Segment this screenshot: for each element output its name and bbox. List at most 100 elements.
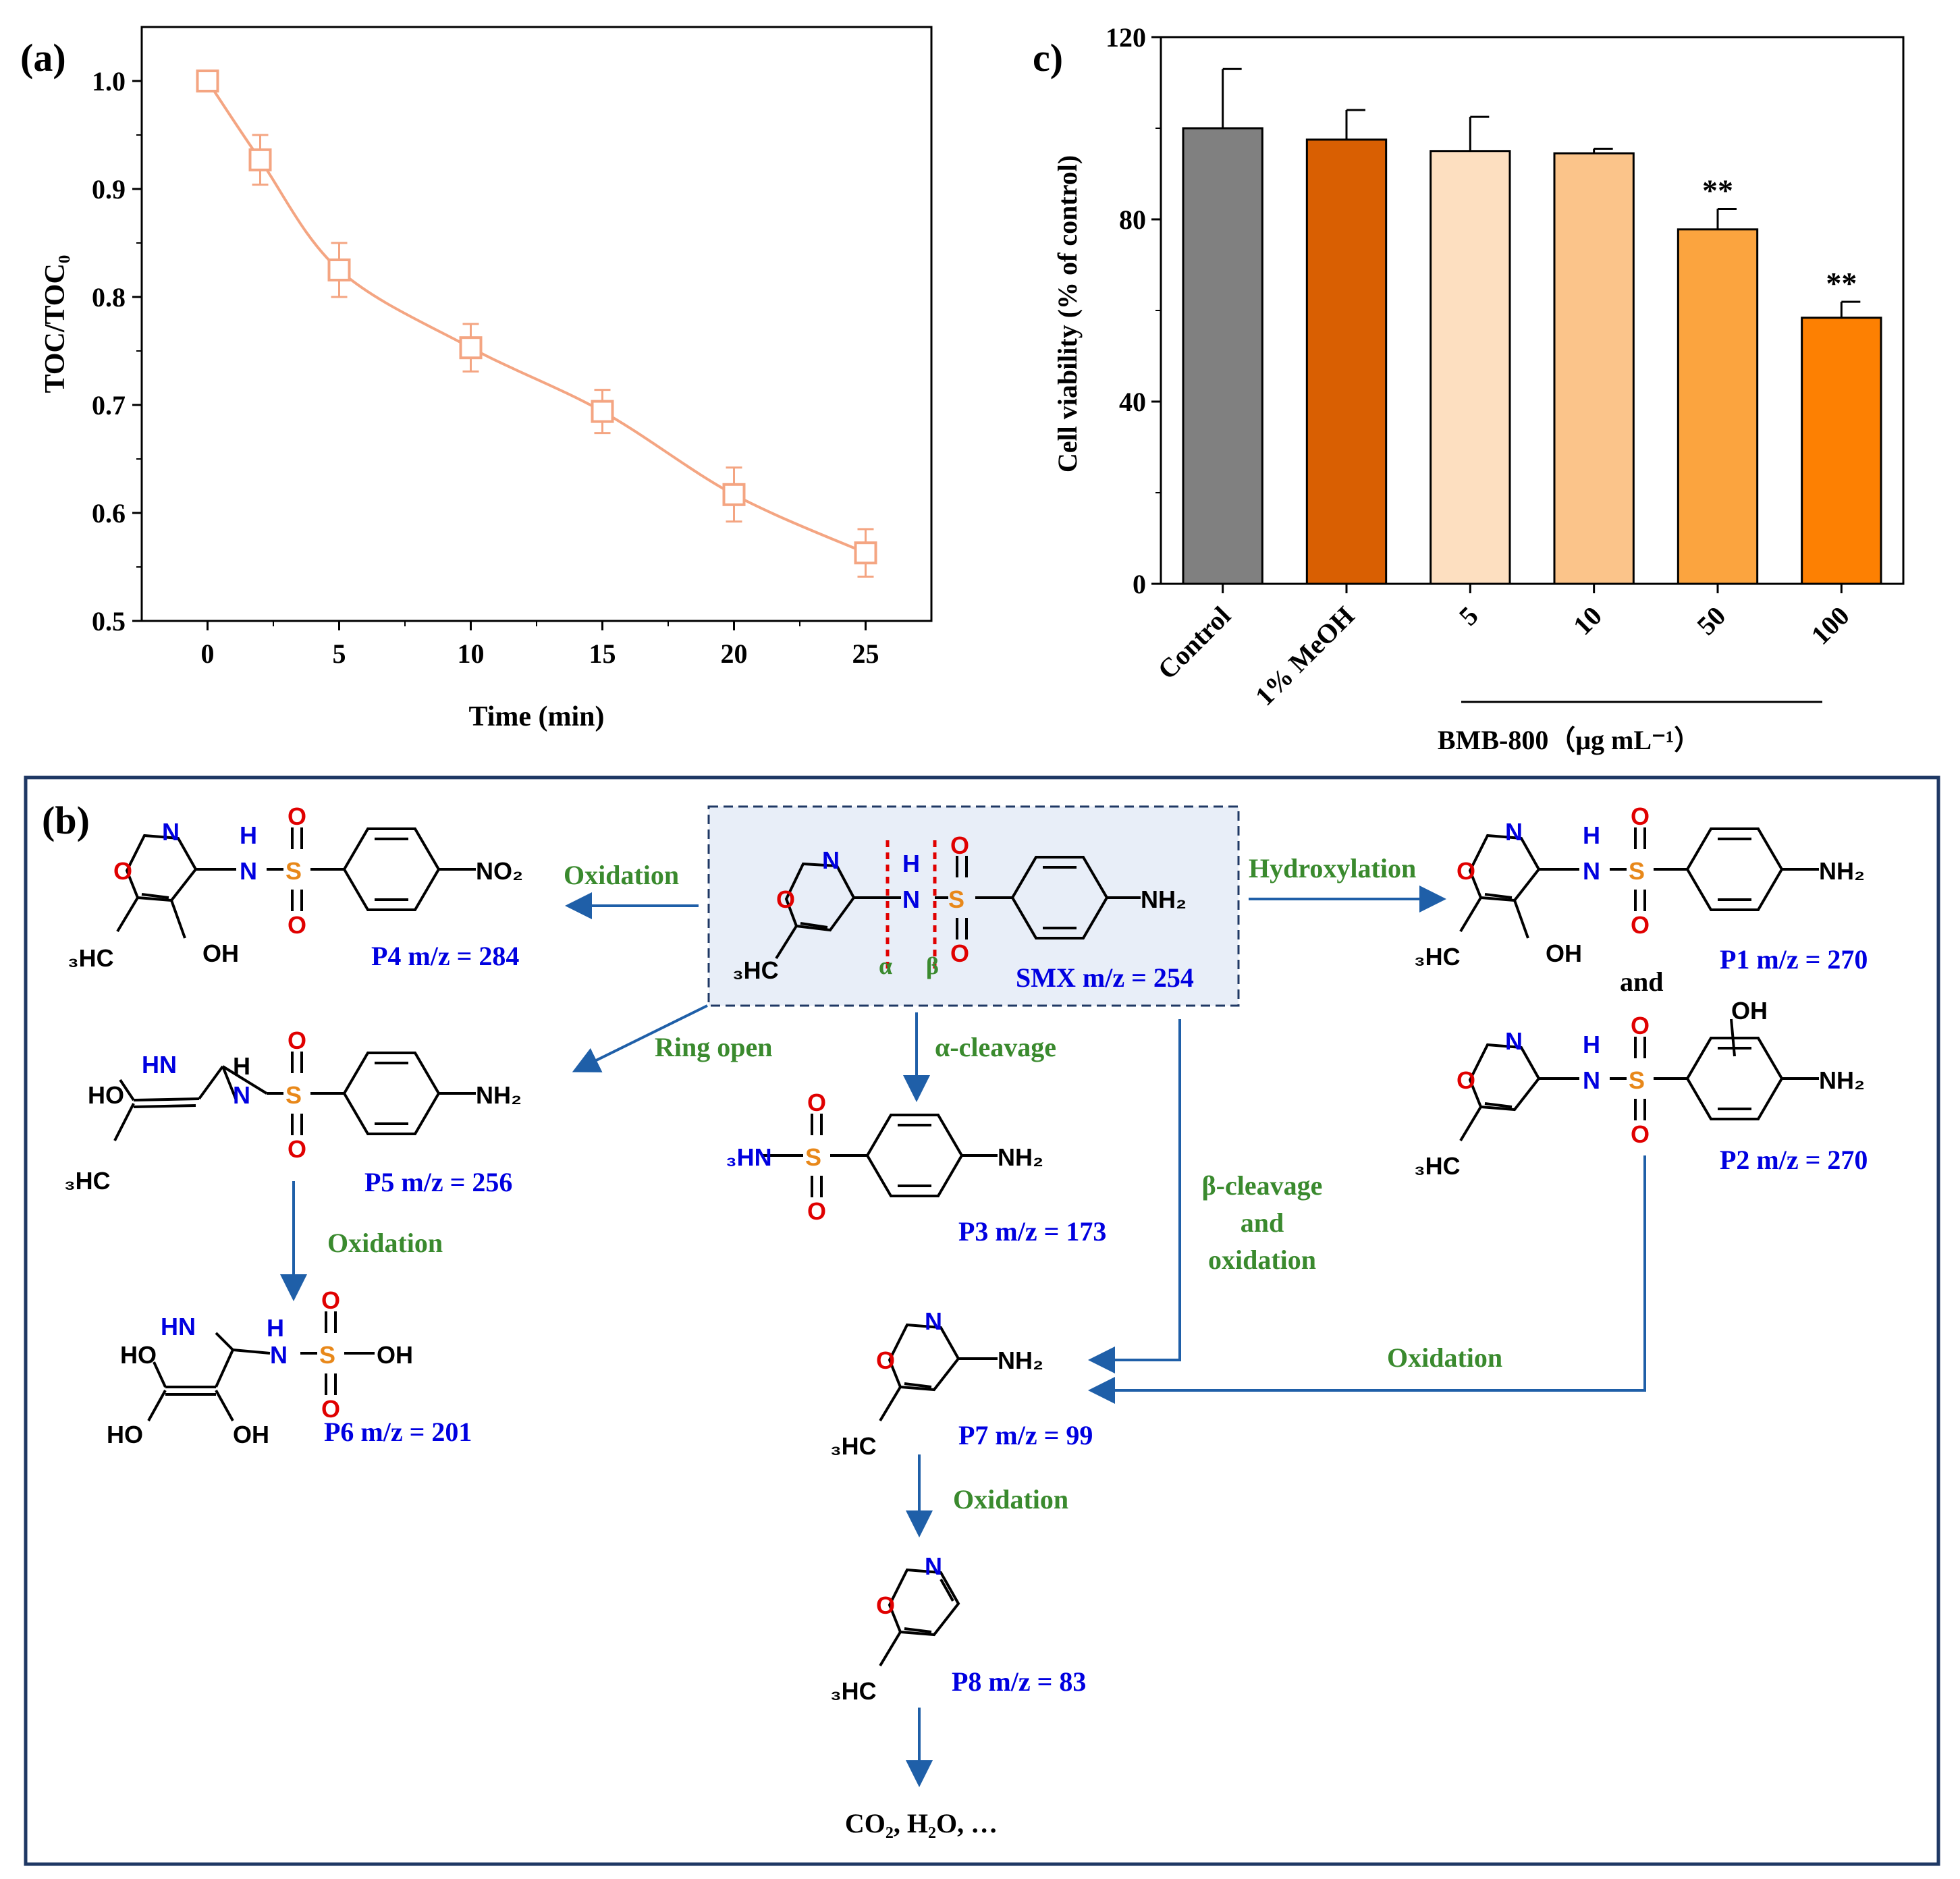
panel-a-ytick-label: 1.0	[92, 66, 126, 97]
p6-structure	[147, 1311, 375, 1421]
p2-atom-o2: O	[1631, 1120, 1650, 1148]
p6-atom-o2: O	[321, 1395, 340, 1423]
smx-atom-nh2: NH₂	[1141, 886, 1187, 913]
p1-atom-h3c: ₃HC	[1414, 943, 1461, 971]
panel-c-frame	[1160, 36, 1905, 585]
panel-a-xlabel: Time (min)	[468, 701, 604, 732]
panel-a-axes: 0 5 10 15 20 25 0.5 0.6 0.7 0.8 0.9 1.0	[92, 66, 879, 669]
p3-atom-h3n: ₃HN	[726, 1143, 772, 1171]
p3-atoms: ₃HN S O O NH₂	[726, 1089, 1043, 1225]
p2-atoms: N O H N S O O NH₂ OH ₃HC	[1414, 997, 1865, 1180]
p7-mz-label: P7 m/z = 99	[958, 1420, 1093, 1450]
p5-atom-o1: O	[288, 1027, 306, 1054]
p8-isoxazole-ring	[888, 1568, 960, 1637]
p5-structure	[113, 1052, 476, 1141]
panel-a-xtick-label: 25	[852, 638, 879, 669]
panel-c-bars: Control 1% MeOH 5 10 50 ** 100 **	[1151, 67, 1882, 711]
smx-atom-h: H	[902, 850, 920, 877]
panel-a-ytick-label: 0.8	[92, 282, 126, 312]
panel-c-bar	[1553, 152, 1635, 585]
p5-atom-o2: O	[288, 1135, 306, 1163]
p5-atom-n: N	[233, 1081, 250, 1109]
panel-a-point	[722, 483, 746, 506]
p6-bond-ho2	[147, 1390, 167, 1421]
p4-atom-no2: NO₂	[476, 857, 523, 885]
pathway-arrows	[280, 886, 1646, 1787]
p6-atoms: HN H N S O O OH HO HO OH	[107, 1286, 413, 1448]
p6-atom-h: H	[267, 1314, 284, 1342]
p1-isoxazole-ring	[1468, 834, 1541, 902]
p1-atom-o2: O	[1631, 911, 1650, 939]
p2-mz-label: P2 m/z = 270	[1720, 1145, 1868, 1175]
p6-mz-label: P6 m/z = 201	[324, 1417, 472, 1447]
p4-atom-h3c: ₃HC	[67, 944, 114, 972]
panel-a: (a) 0 5 10 15 20 25 0.5 0.6 0.7 0.8 0.9 1.0 Time (m…	[20, 26, 933, 732]
panel-c-significance: **	[1702, 173, 1733, 207]
label-beta-2: and	[1241, 1207, 1284, 1238]
smx-mz-label: SMX m/z = 254	[1016, 962, 1194, 993]
p8-mz-label: P8 m/z = 83	[952, 1666, 1086, 1697]
label-beta-1: β-cleavage	[1202, 1170, 1323, 1201]
p4-double-bond	[141, 893, 169, 899]
p3-mz-label: P3 m/z = 173	[958, 1216, 1106, 1247]
p1-structure	[1459, 827, 1819, 939]
p5-bond1	[198, 1065, 224, 1100]
panel-c-bar	[1305, 138, 1388, 585]
p6-atom-ho2: HO	[107, 1421, 143, 1448]
p2-oh-bond	[1730, 1018, 1736, 1057]
p4-atom-s: S	[285, 857, 302, 885]
smx-atom-o: O	[776, 886, 795, 913]
panel-a-point	[459, 336, 483, 360]
p6-atom-oh3: OH	[233, 1421, 269, 1448]
panel-c-label: c)	[1033, 36, 1063, 80]
p1-atom-n2: N	[1583, 857, 1600, 885]
p2-double-bond	[1484, 1102, 1513, 1108]
smx-beta-label: β	[926, 952, 939, 979]
p6-atom-oh: OH	[377, 1341, 413, 1369]
p1-methyl-bond	[1459, 896, 1482, 933]
p8-double-bond	[904, 1627, 932, 1633]
p7-atoms: N O NH₂ ₃HC	[830, 1307, 1043, 1460]
panel-c-ytick-label: 120	[1106, 22, 1146, 53]
p8-methyl-bond	[879, 1631, 902, 1667]
panel-c-xlabel: BMB-800（μg mL⁻¹）	[1438, 725, 1701, 755]
panel-a-ytick-label: 0.6	[92, 498, 126, 528]
p2-atom-n: N	[1505, 1027, 1523, 1055]
p7-isoxazole-ring	[888, 1323, 960, 1392]
panel-c-xtick-label: 10	[1567, 601, 1608, 641]
p1-double-bond	[1484, 893, 1513, 899]
panel-a-xtick-label: 10	[458, 638, 485, 669]
p5-atom-hn: HN	[142, 1051, 177, 1079]
final-products: CO₂, H₂O, …	[845, 1808, 998, 1839]
label-hydroxylation: Hydroxylation	[1249, 853, 1416, 883]
p7-structure	[879, 1323, 998, 1422]
arrow-beta-to-p7	[1088, 1019, 1181, 1373]
panel-a-xtick-label: 5	[333, 638, 346, 669]
p6-bond-nh	[232, 1349, 271, 1355]
p4-atom-h: H	[240, 821, 257, 849]
p2-atom-nh2: NH₂	[1819, 1066, 1865, 1094]
label-oxidation-p2-p7: Oxidation	[1387, 1342, 1502, 1373]
panel-a-point	[327, 258, 351, 281]
panel-a-xtick-label: 0	[201, 638, 215, 669]
p1-benzene-ring	[1685, 827, 1784, 911]
p7-atom-nh2: NH₂	[998, 1346, 1043, 1374]
p1-atom-nh2: NH₂	[1819, 857, 1865, 885]
p4-benzene-ring	[342, 827, 441, 911]
smx-structure	[775, 856, 1141, 960]
panel-c-xtick-label: 5	[1453, 601, 1484, 632]
p5-benzene-ring	[342, 1052, 441, 1135]
p1-atom-oh: OH	[1546, 940, 1582, 967]
p8-atom-h3c: ₃HC	[830, 1677, 877, 1705]
p2-atom-o1: O	[1631, 1012, 1650, 1039]
panel-c-xtick-label: 100	[1805, 601, 1855, 651]
panel-a-series	[196, 70, 877, 578]
p1-atom-h: H	[1583, 821, 1600, 849]
p3-atom-o2: O	[807, 1197, 826, 1225]
panel-c-bar	[1677, 228, 1759, 585]
p6-bond-ho1	[153, 1361, 167, 1388]
p6-atom-s: S	[319, 1341, 335, 1369]
and-label: and	[1620, 966, 1664, 997]
p1-atom-o: O	[1457, 857, 1475, 885]
panel-a-ytick-label: 0.9	[92, 174, 126, 205]
